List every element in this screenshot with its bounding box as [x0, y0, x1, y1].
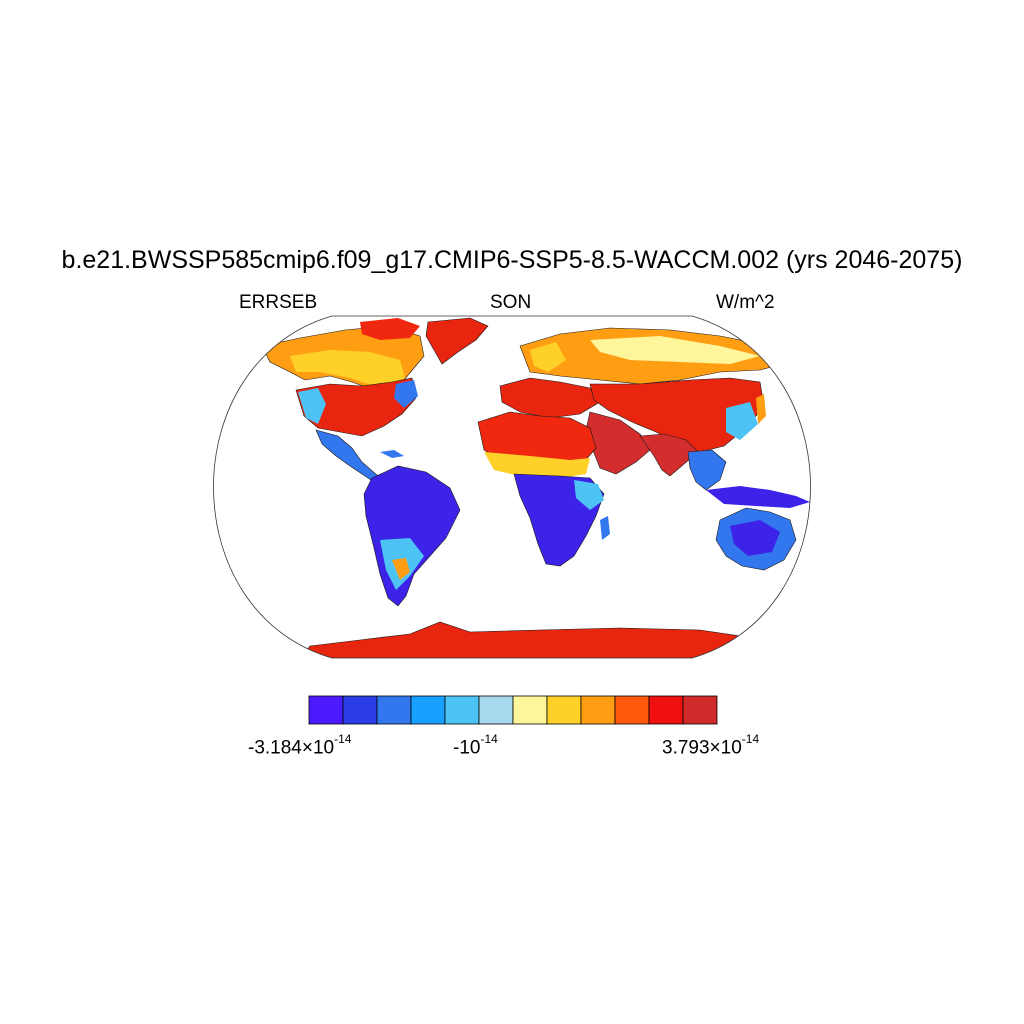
east-asia-blue [726, 402, 758, 440]
variable-label: ERRSEB [239, 292, 318, 313]
east-africa-mix [574, 480, 604, 510]
colorbar-box [682, 695, 718, 725]
caribbean-islands [380, 450, 404, 458]
colorbar-box [546, 695, 582, 725]
plot-title: b.e21.BWSSP585cmip6.f09_g17.CMIP6-SSP5-8… [61, 246, 963, 274]
usa-east-blue [394, 380, 418, 408]
patagonia-orange [392, 558, 410, 580]
colorbar [308, 695, 718, 725]
land-fields [261, 317, 811, 658]
colorbar-box [376, 695, 412, 725]
colorbar-box [308, 695, 344, 725]
colorbar-label-max: 3.793×10-14 [662, 732, 760, 759]
europe-south [499, 377, 601, 419]
colorbar-label-mid: -10-14 [453, 732, 498, 759]
greenland-region [425, 317, 489, 365]
indonesia-islands [706, 486, 810, 508]
southeast-asia-region [687, 449, 727, 491]
siberia-yellow [590, 336, 760, 364]
antarctica-region [299, 621, 741, 658]
sahel-band [484, 452, 590, 478]
colorbar-box [512, 695, 548, 725]
south-america-region [363, 465, 461, 607]
colorbar-box [478, 695, 514, 725]
canadian-arctic [360, 318, 420, 340]
canada-yellow-band [290, 350, 405, 388]
colorbar-label-min: -3.184×10-14 [248, 732, 352, 759]
india-region [639, 433, 699, 477]
colorbar-box [580, 695, 616, 725]
colorbar-box [410, 695, 446, 725]
central-asia-region [589, 377, 765, 453]
australia-interior [730, 520, 780, 556]
usa-west-blue [298, 388, 326, 424]
colorbar-box [648, 695, 684, 725]
colorbar-box [614, 695, 650, 725]
season-label: SON [490, 292, 532, 313]
colorbar-box [342, 695, 378, 725]
new-zealand [800, 562, 811, 586]
scandinavia-yellow [530, 342, 566, 372]
madagascar [600, 516, 610, 540]
japan [756, 394, 766, 424]
usa-region [295, 377, 417, 437]
map-boundary [213, 315, 811, 659]
units-label: W/m^2 [716, 292, 775, 313]
colorbar-box [444, 695, 480, 725]
